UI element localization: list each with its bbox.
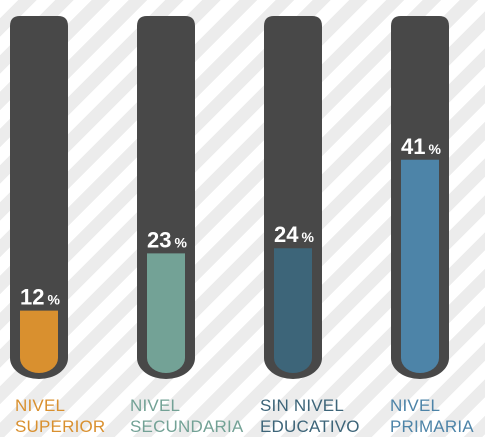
category-label-sin-nivel-line2: EDUCATIVO bbox=[260, 417, 360, 436]
bar-superior bbox=[20, 310, 58, 373]
category-label-secundaria: NIVEL SECUNDARIA bbox=[130, 395, 260, 437]
category-label-sin-nivel-line1: SIN NIVEL bbox=[260, 396, 344, 415]
value-label-sin-nivel: 24% bbox=[274, 222, 314, 247]
value-label-primaria: 41% bbox=[401, 134, 441, 159]
value-label-secundaria: 23% bbox=[147, 227, 187, 252]
category-label-superior-line1: NIVEL bbox=[15, 396, 66, 415]
category-label-primaria-line2: PRIMARIA bbox=[390, 417, 474, 436]
category-label-primaria: NIVEL PRIMARIA bbox=[390, 395, 485, 437]
category-label-secundaria-line1: NIVEL bbox=[130, 396, 181, 415]
category-label-primaria-line1: NIVEL bbox=[390, 396, 441, 415]
bar-sin-nivel bbox=[274, 248, 312, 373]
tube-superior bbox=[10, 16, 68, 379]
category-label-sin-nivel: SIN NIVEL EDUCATIVO bbox=[260, 395, 390, 437]
category-label-secundaria-line2: SECUNDARIA bbox=[130, 417, 244, 436]
value-label-superior: 12% bbox=[20, 285, 60, 310]
bar-primaria bbox=[401, 159, 439, 373]
category-label-superior-line2: SUPERIOR bbox=[15, 417, 106, 436]
category-label-superior: NIVEL SUPERIOR bbox=[15, 395, 145, 437]
bar-secundaria bbox=[147, 253, 185, 373]
